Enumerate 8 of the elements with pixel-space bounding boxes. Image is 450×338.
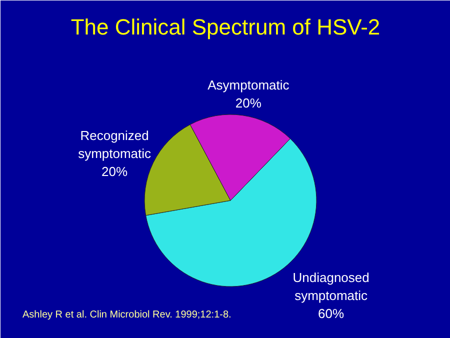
slice-label: Recognized symptomatic (78, 128, 152, 161)
data-label: 20% (102, 164, 128, 179)
text: Ashley R et al. Clin Microbiol Rev. 1999;12:1-8. (22, 310, 232, 320)
data-label: 60% (318, 306, 345, 321)
chart-title: The Clinical Spectrum of HSV-2 (70, 14, 380, 40)
data-label: 20% (235, 96, 262, 111)
slice-label: Asymptomatic (208, 78, 290, 93)
slice-label: Undiagnosed symptomatic (292, 270, 370, 303)
